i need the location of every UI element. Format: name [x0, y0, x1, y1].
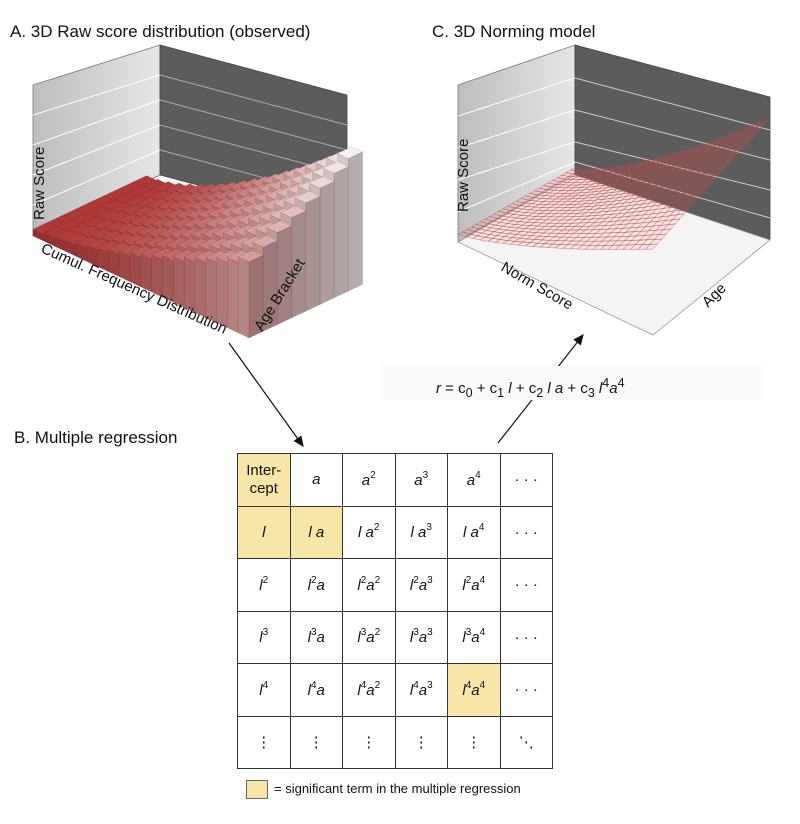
- bar-top: [280, 205, 307, 218]
- panel-a-z-label: Raw Score: [31, 147, 48, 220]
- regression-term: l a3: [394, 505, 448, 559]
- regression-term: · · ·: [499, 558, 553, 612]
- panel-c-plot: Raw Score Norm Score Age: [455, 44, 771, 336]
- mesh-cell: [757, 117, 771, 127]
- bar-top: [251, 235, 278, 248]
- regression-term: l3: [237, 610, 291, 664]
- regression-term: · · ·: [499, 453, 553, 507]
- regression-term: ⋱: [499, 715, 553, 769]
- regression-term: ⋮: [289, 715, 343, 769]
- regression-term: Inter- cept: [237, 453, 291, 507]
- regression-term: · · ·: [499, 610, 553, 664]
- regression-term: l3a: [289, 610, 343, 664]
- bar-front: [237, 256, 250, 339]
- panel-c-title: C. 3D Norming model: [432, 22, 596, 41]
- regression-term: l2a2: [342, 558, 396, 612]
- regression-term: l3a2: [342, 610, 396, 664]
- arrow-a-to-b: [228, 342, 304, 447]
- panel-a-title: A. 3D Raw score distribution (observed): [10, 22, 311, 41]
- panel-a-bars: [32, 146, 364, 339]
- regression-term: l4a4: [447, 663, 501, 717]
- legend: = significant term in the multiple regre…: [246, 780, 521, 799]
- panel-c-z-label: Raw Score: [455, 139, 472, 212]
- bar-top: [237, 249, 264, 263]
- regression-term: l3a3: [394, 610, 448, 664]
- legend-text: = significant term in the multiple regre…: [274, 780, 521, 796]
- bar-side: [305, 195, 321, 312]
- bar-top: [308, 176, 335, 189]
- panel-a-plot: Raw Score Cumul. Frequency Distribution …: [31, 44, 364, 339]
- panel-c-gridlines: [457, 77, 771, 219]
- regression-term: l2a: [289, 558, 343, 612]
- regression-term: l a2: [342, 505, 396, 559]
- regression-term: l3a4: [447, 610, 501, 664]
- panel-b-title: B. Multiple regression: [14, 428, 178, 447]
- regression-term: l a4: [447, 505, 501, 559]
- regression-term: ⋮: [237, 715, 291, 769]
- regression-term: l2a4: [447, 558, 501, 612]
- panel-c-mesh-surface: [457, 117, 771, 250]
- regression-row: l3 l3a l3a2 l3a3 l3a4 · · ·: [237, 610, 553, 664]
- bar-top: [337, 146, 364, 159]
- regression-term: l4a: [289, 663, 343, 717]
- regression-row: ⋮ ⋮ ⋮ ⋮ ⋮ ⋱: [237, 715, 553, 769]
- regression-term: l a: [289, 505, 343, 559]
- regression-term: l2: [237, 558, 291, 612]
- regression-term: · · ·: [499, 663, 553, 717]
- regression-term: a: [289, 453, 343, 507]
- bar-top: [266, 220, 293, 233]
- bar-side: [334, 166, 349, 299]
- regression-term: a3: [394, 453, 448, 507]
- regression-term: ⋮: [342, 715, 396, 769]
- regression-term: ⋮: [394, 715, 448, 769]
- regression-term: ⋮: [447, 715, 501, 769]
- bar-top: [294, 190, 321, 204]
- regression-term: l: [237, 505, 291, 559]
- model-formula: r = c0 + c1 l + c2 l a + c3 l4a4: [380, 366, 763, 400]
- bar-side: [319, 181, 335, 305]
- bar-top: [322, 161, 349, 174]
- regression-term: l4a2: [342, 663, 396, 717]
- regression-term: a4: [447, 453, 501, 507]
- regression-term: l4a3: [394, 663, 448, 717]
- regression-row: l2 l2a l2a2 l2a3 l2a4 · · ·: [237, 558, 553, 612]
- panel-c-floor: [457, 174, 771, 336]
- bar-side: [348, 151, 363, 292]
- regression-term: l4: [237, 663, 291, 717]
- regression-term: l2a3: [394, 558, 448, 612]
- regression-term: · · ·: [499, 505, 553, 559]
- legend-swatch: [246, 780, 268, 799]
- regression-term: a2: [342, 453, 396, 507]
- regression-row: Inter- cept a a2 a3 a4 · · ·: [237, 453, 553, 507]
- regression-row: l4 l4a l4a2 l4a3 l4a4 · · ·: [237, 663, 553, 717]
